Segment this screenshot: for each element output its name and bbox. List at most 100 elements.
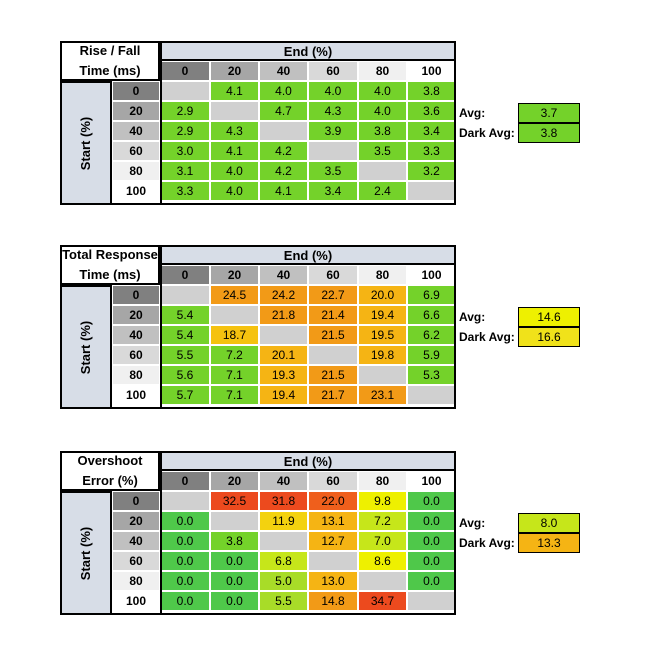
value-cell: 32.5 [210, 491, 259, 511]
value-cell: 5.4 [160, 305, 210, 325]
table-title: Rise / Fall Time (ms) [60, 41, 160, 81]
value-cell: 8.6 [358, 551, 407, 571]
end-axis-label: End (%) [160, 245, 456, 265]
value-cell: 4.7 [259, 101, 308, 121]
table-title-line: Total Response [62, 247, 158, 262]
column-header: 40 [259, 471, 308, 491]
value-cell: 19.4 [259, 385, 308, 405]
column-header: 20 [210, 265, 259, 285]
value-cell: 5.3 [407, 365, 456, 385]
value-cell: 4.1 [259, 181, 308, 201]
value-cell: 0.0 [407, 491, 456, 511]
value-cell: 0.0 [160, 591, 210, 611]
column-header: 60 [308, 265, 358, 285]
empty-cell [259, 121, 308, 141]
value-cell: 7.0 [358, 531, 407, 551]
value-cell: 23.1 [358, 385, 407, 405]
total-response-time-table: Total Response Time (ms) End (%) 0 20 40 60 80 1… [60, 245, 456, 409]
empty-cell [160, 285, 210, 305]
table-title-line: Error (%) [82, 473, 138, 488]
column-header: 100 [407, 265, 456, 285]
table-title: Total Response Time (ms) [60, 245, 160, 285]
value-cell: 4.0 [308, 81, 358, 101]
row-header: 80 [112, 161, 160, 181]
value-cell: 21.5 [308, 325, 358, 345]
value-cell: 5.5 [259, 591, 308, 611]
column-header: 0 [160, 61, 210, 81]
column-header: 100 [407, 471, 456, 491]
column-header: 20 [210, 471, 259, 491]
value-cell: 22.7 [308, 285, 358, 305]
value-cell: 21.7 [308, 385, 358, 405]
dark-avg-value: 13.3 [518, 533, 580, 553]
empty-cell [358, 365, 407, 385]
value-cell: 4.1 [210, 141, 259, 161]
start-axis-text: Start (%) [78, 526, 94, 580]
row-header: 60 [112, 141, 160, 161]
value-cell: 6.6 [407, 305, 456, 325]
empty-cell [210, 101, 259, 121]
value-cell: 24.2 [259, 285, 308, 305]
empty-cell [259, 531, 308, 551]
value-cell: 4.2 [259, 141, 308, 161]
value-cell: 2.9 [160, 121, 210, 141]
value-cell: 21.4 [308, 305, 358, 325]
start-axis-text: Start (%) [78, 116, 94, 170]
table-title-line: Time (ms) [79, 267, 141, 282]
start-axis-label: Start (%) [60, 285, 112, 409]
table-title-line: Rise / Fall [79, 43, 141, 58]
row-header: 100 [112, 591, 160, 611]
row-header: 40 [112, 531, 160, 551]
empty-cell [308, 345, 358, 365]
value-cell: 19.3 [259, 365, 308, 385]
column-header: 80 [358, 471, 407, 491]
empty-cell [358, 571, 407, 591]
value-cell: 7.1 [210, 365, 259, 385]
value-cell: 7.1 [210, 385, 259, 405]
value-cell: 2.9 [160, 101, 210, 121]
table-title-line: Time (ms) [79, 63, 141, 78]
value-cell: 12.7 [308, 531, 358, 551]
value-cell: 0.0 [160, 511, 210, 531]
value-cell: 0.0 [210, 571, 259, 591]
value-cell: 13.1 [308, 511, 358, 531]
value-cell: 4.0 [210, 181, 259, 201]
value-cell: 5.4 [160, 325, 210, 345]
value-cell: 0.0 [407, 531, 456, 551]
value-cell: 3.4 [407, 121, 456, 141]
value-cell: 3.8 [358, 121, 407, 141]
column-header: 40 [259, 61, 308, 81]
value-cell: 0.0 [407, 551, 456, 571]
value-cell: 9.8 [358, 491, 407, 511]
empty-cell [210, 305, 259, 325]
empty-cell [358, 161, 407, 181]
value-cell: 4.2 [259, 161, 308, 181]
dark-avg-value: 16.6 [518, 327, 580, 347]
column-header: 80 [358, 265, 407, 285]
value-cell: 22.0 [308, 491, 358, 511]
value-cell: 0.0 [210, 591, 259, 611]
value-cell: 0.0 [210, 551, 259, 571]
row-header: 80 [112, 571, 160, 591]
start-axis-text: Start (%) [78, 320, 94, 374]
start-axis-label: Start (%) [60, 491, 112, 615]
empty-cell [407, 385, 456, 405]
value-cell: 4.0 [210, 161, 259, 181]
avg-label: Avg: [459, 516, 486, 530]
value-cell: 7.2 [358, 511, 407, 531]
value-cell: 13.0 [308, 571, 358, 591]
value-cell: 4.3 [308, 101, 358, 121]
row-header: 20 [112, 511, 160, 531]
value-cell: 5.9 [407, 345, 456, 365]
value-cell: 4.0 [259, 81, 308, 101]
value-cell: 3.6 [407, 101, 456, 121]
empty-cell [160, 491, 210, 511]
empty-cell [308, 141, 358, 161]
dark-avg-label: Dark Avg: [459, 126, 515, 140]
value-cell: 14.8 [308, 591, 358, 611]
column-header: 0 [160, 265, 210, 285]
column-header: 80 [358, 61, 407, 81]
value-cell: 3.0 [160, 141, 210, 161]
row-header: 40 [112, 121, 160, 141]
dark-avg-label: Dark Avg: [459, 330, 515, 344]
